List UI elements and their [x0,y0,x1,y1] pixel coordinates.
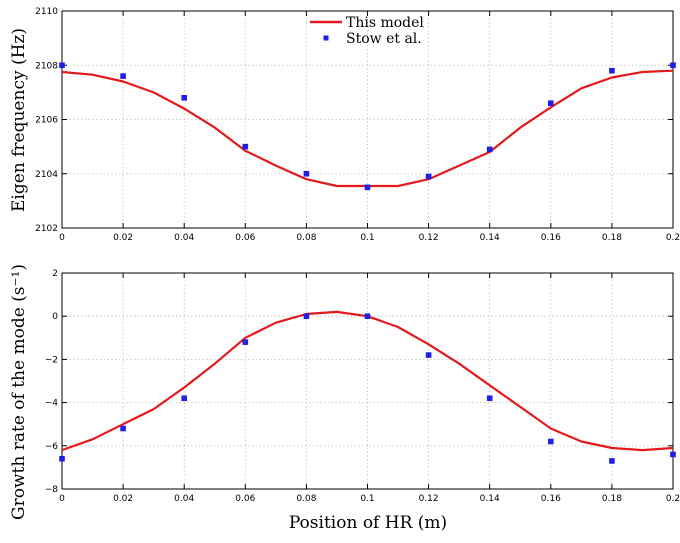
bottom-x-tick-label: 0.18 [602,494,622,504]
legend-label-this-model: This model [346,15,424,31]
top-data-point-stow [425,173,432,180]
x-axis-label: Position of HR (m) [289,513,447,533]
top-y-tick-label: 2110 [35,7,58,17]
top-data-point-stow [303,170,310,177]
bottom-y-axis-label: Growth rate of the mode (s⁻¹) [9,264,29,520]
bottom-data-point-stow [425,352,432,358]
bottom-x-tick-label: 0.02 [113,494,133,504]
bottom-x-tick-label: 0.14 [480,494,500,504]
top-x-tick-label: 0.18 [602,233,622,243]
bottom-x-tick-label: 0 [59,494,65,504]
bottom-data-point-stow [181,395,187,402]
bottom-data-point-stow [670,451,676,458]
bottom-data-point-stow [120,425,126,432]
top-panel-eigen-frequency: 0 0.02 0.04 0.06 0.08 0.1 0.12 0.14 0.16 0.18 0.2 2… [35,7,680,243]
bottom-x-tick-label: 0.06 [235,494,255,504]
bottom-x-tick-label: 0.16 [541,494,561,504]
top-data-point-stow [670,62,676,69]
top-x-tick-label: 0.02 [113,233,133,243]
bottom-x-tick-label: 0.2 [666,494,680,504]
bottom-y-tick-label: −2 [45,355,58,365]
top-data-point-stow [364,184,371,191]
top-x-tick-label: 0.12 [419,233,439,243]
bottom-data-point-stow [364,313,371,319]
top-y-tick-label: 2104 [35,170,58,180]
top-x-tick-label: 0 [59,233,65,243]
bottom-y-tick-label: −4 [45,399,59,409]
bottom-y-tick-label: 2 [52,269,58,279]
bottom-panel-growth-rate: 0 0.02 0.04 0.06 0.08 0.1 0.12 0.14 0.16 0.18 0.2 −… [45,269,680,504]
top-y-tick-label: 2106 [35,116,58,126]
legend-marker-swatch [323,35,329,41]
bottom-x-tick-label: 0.08 [296,494,316,504]
top-x-tick-label: 0.06 [235,233,255,243]
top-y-tick-label: 2102 [35,224,58,234]
top-data-point-stow [242,143,249,150]
top-data-point-stow [120,73,126,79]
bottom-data-point-stow [486,395,493,402]
bottom-y-tick-label: 0 [52,312,58,322]
bottom-data-point-stow [59,455,65,462]
bottom-data-point-stow [242,339,249,345]
top-data-point-stow [609,67,615,74]
top-data-point-stow [181,95,187,101]
bottom-data-point-stow [548,438,554,445]
legend: This model Stow et al. [310,15,424,47]
bottom-x-tick-label: 0.1 [360,494,374,504]
top-data-point-stow [548,100,554,107]
bottom-data-point-stow [609,458,615,464]
bottom-y-tick-label: −6 [45,442,59,452]
legend-label-stow-et-al: Stow et al. [346,31,422,47]
bottom-data-point-stow [303,313,310,319]
top-x-tick-label: 0.2 [666,233,680,243]
bottom-x-tick-label: 0.04 [174,494,194,504]
top-data-point-stow [486,146,493,153]
top-y-tick-label: 2108 [35,61,58,71]
top-x-tick-label: 0.04 [174,233,194,243]
top-x-tick-label: 0.1 [360,233,374,243]
top-x-tick-label: 0.08 [296,233,316,243]
top-x-tick-label: 0.16 [541,233,561,243]
bottom-y-tick-label: −8 [45,485,59,495]
top-x-tick-label: 0.14 [480,233,500,243]
top-y-axis-label: Eigen frequency (Hz) [9,28,29,212]
bottom-x-tick-label: 0.12 [419,494,439,504]
top-data-point-stow [59,62,65,69]
